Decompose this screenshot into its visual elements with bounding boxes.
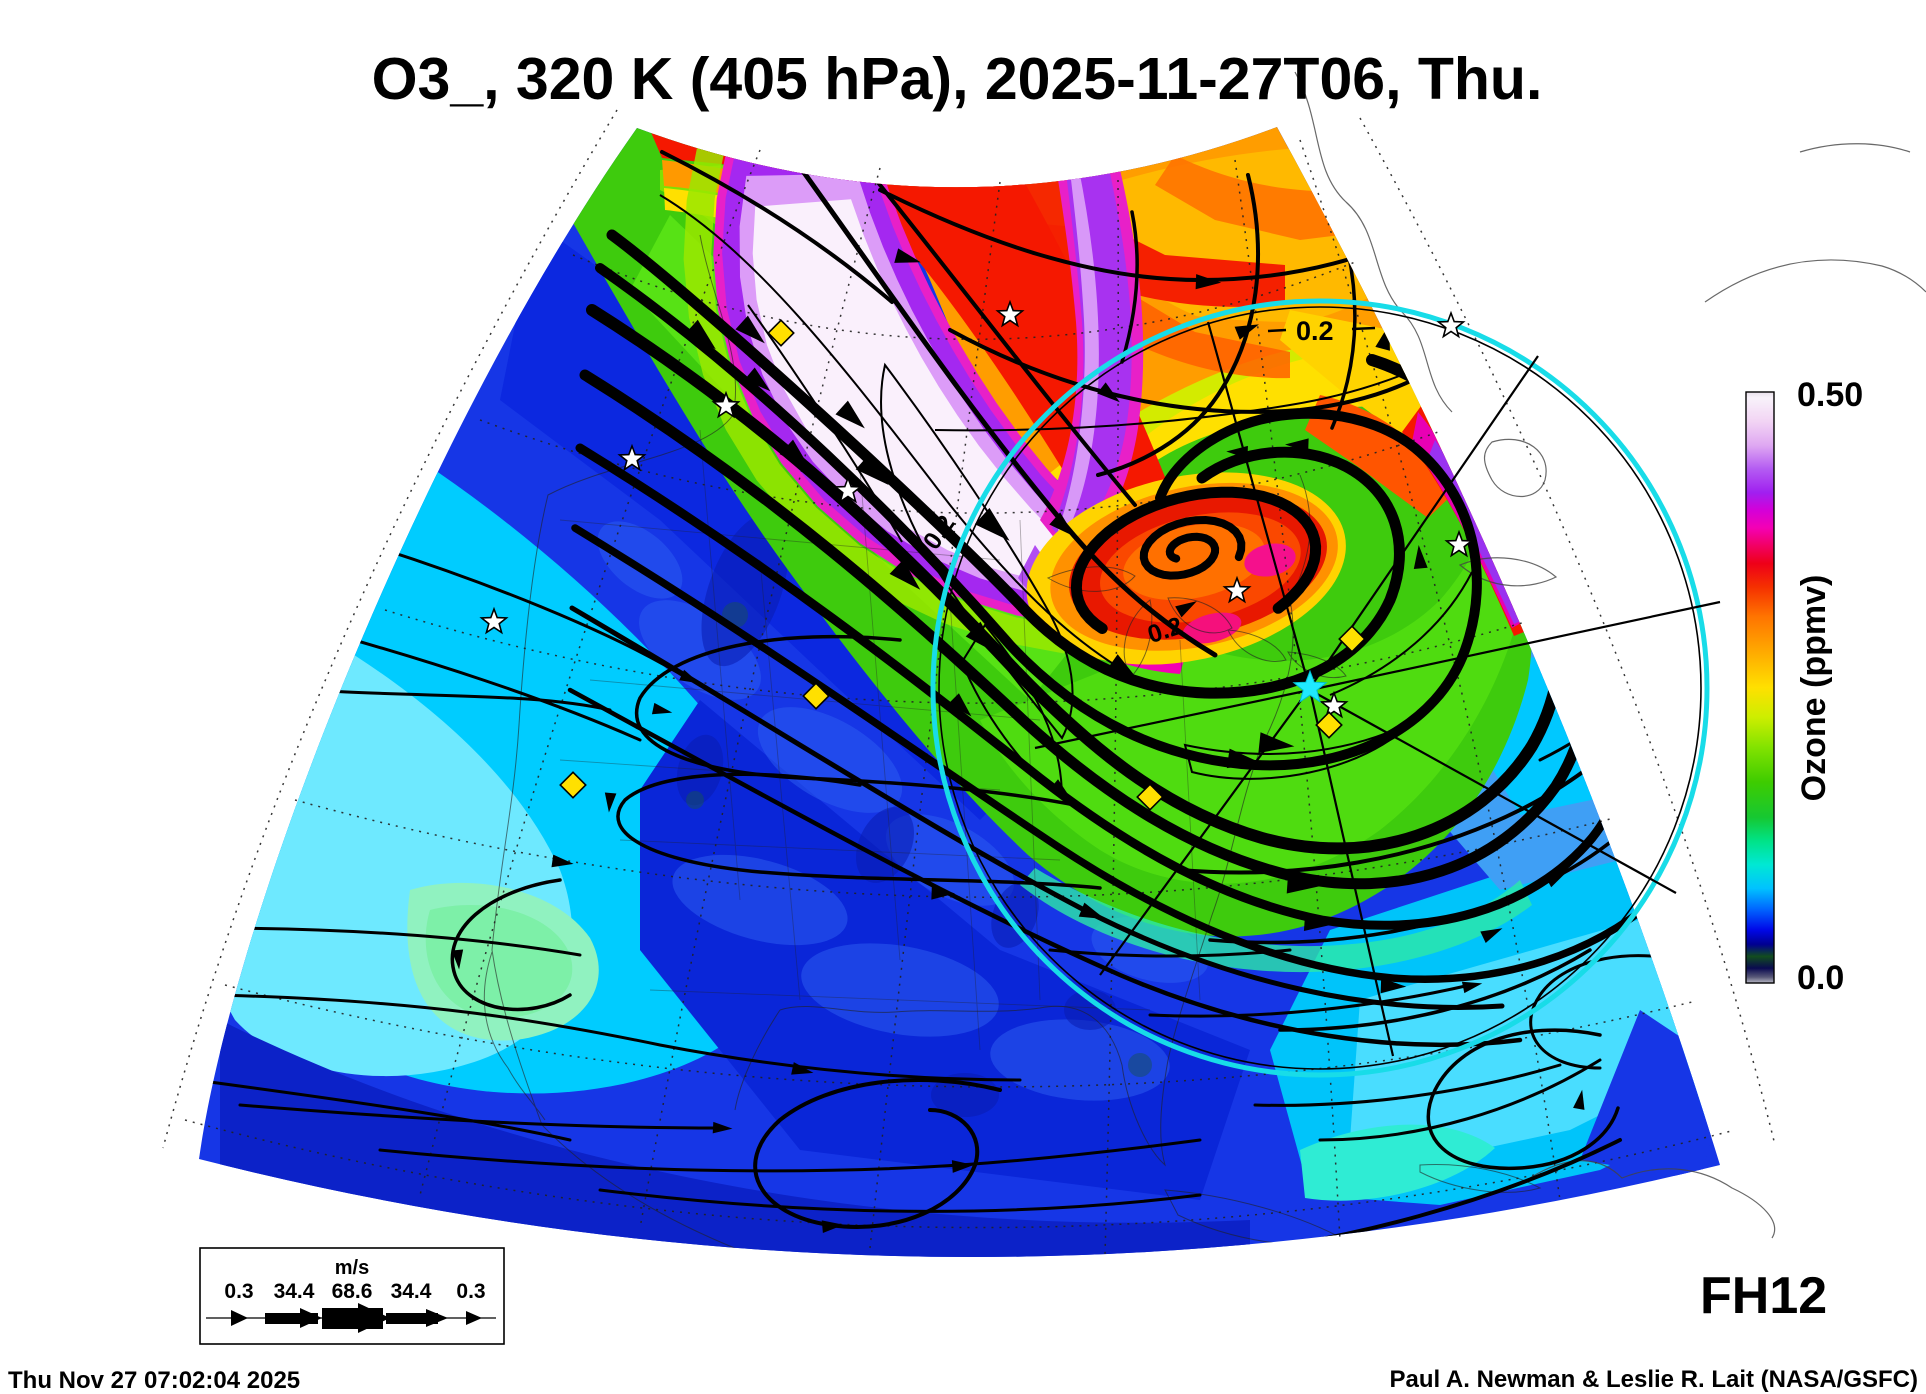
svg-text:0.0: 0.0 bbox=[1797, 959, 1844, 997]
svg-text:Paul A. Newman & Leslie R. Lai: Paul A. Newman & Leslie R. Lait (NASA/GS… bbox=[1389, 1366, 1918, 1393]
svg-text:0.50: 0.50 bbox=[1797, 376, 1863, 414]
svg-text:m/s: m/s bbox=[335, 1257, 369, 1279]
svg-text:0.3: 0.3 bbox=[456, 1280, 485, 1303]
svg-text:Ozone (ppmv): Ozone (ppmv) bbox=[1795, 575, 1833, 802]
svg-text:34.4: 34.4 bbox=[274, 1280, 315, 1303]
svg-text:34.4: 34.4 bbox=[391, 1280, 432, 1303]
svg-text:0.3: 0.3 bbox=[224, 1280, 253, 1303]
svg-text:68.6: 68.6 bbox=[332, 1280, 373, 1303]
svg-text:Thu Nov 27 07:02:04 2025: Thu Nov 27 07:02:04 2025 bbox=[8, 1367, 300, 1394]
svg-text:0.2: 0.2 bbox=[1296, 316, 1334, 346]
svg-text:FH12: FH12 bbox=[1700, 1267, 1827, 1325]
svg-text:O3_, 320 K (405 hPa), 2025-11-: O3_, 320 K (405 hPa), 2025-11-27T06, Thu… bbox=[372, 46, 1543, 112]
